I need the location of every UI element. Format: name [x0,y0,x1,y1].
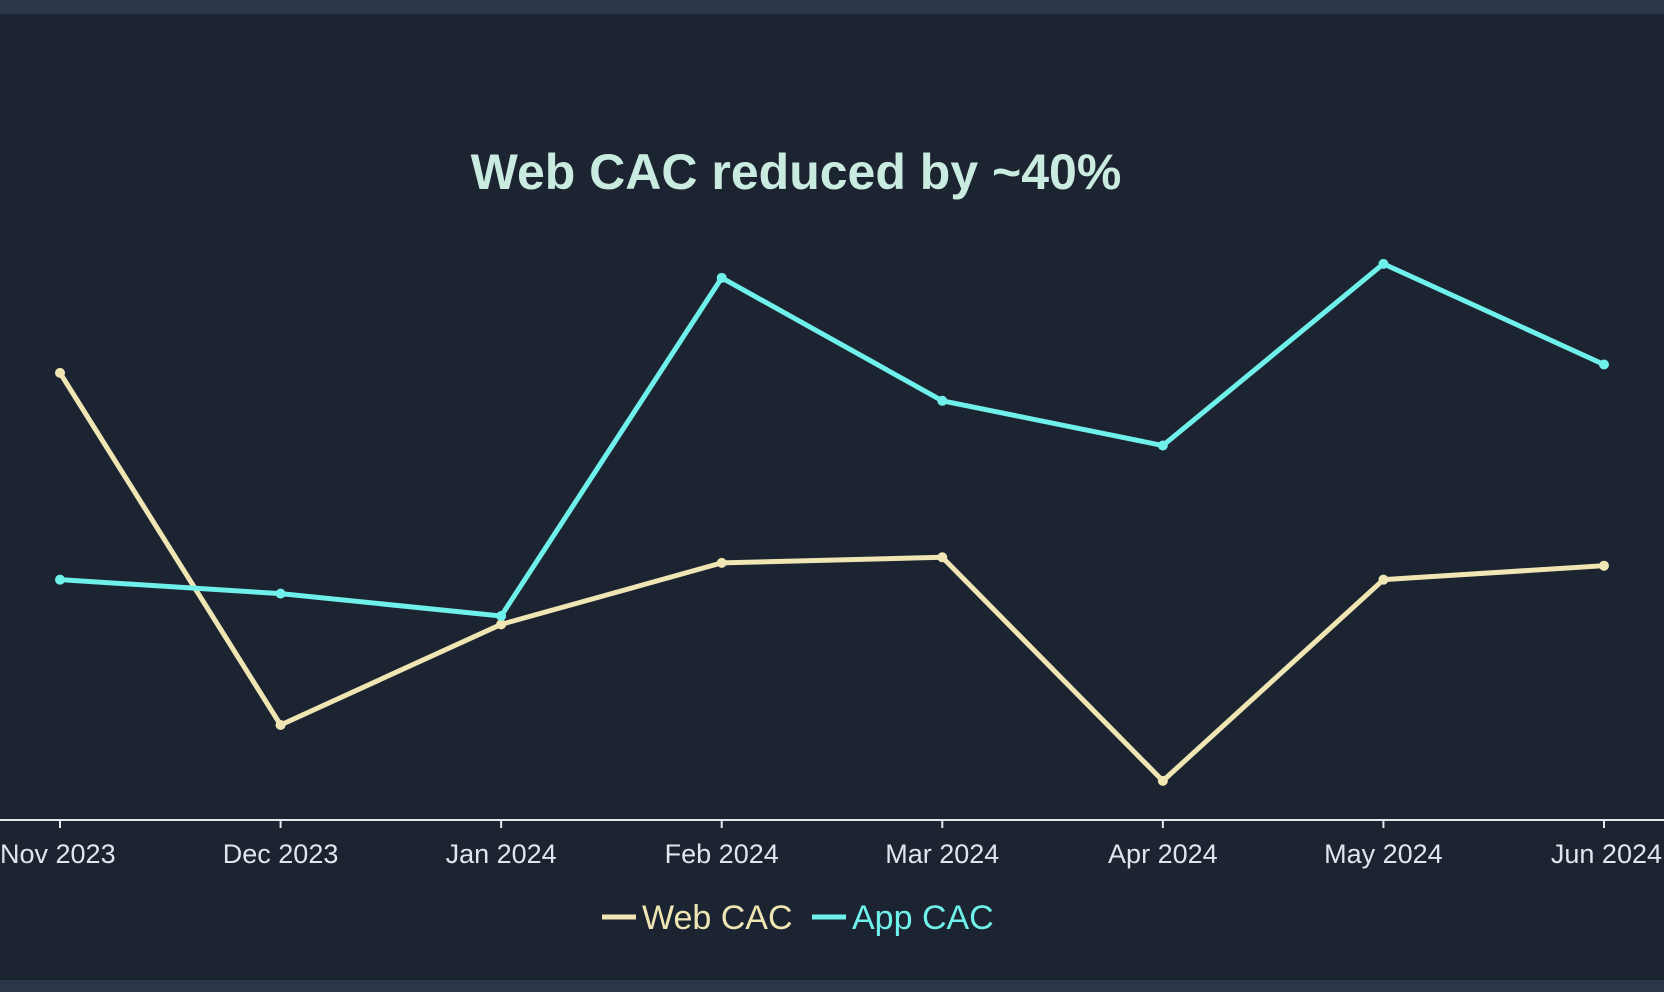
x-tick-label: Nov 2023 [0,839,116,869]
web-cac-point [1378,574,1389,585]
app-cac-point [496,610,507,621]
app-cac-point [1599,359,1609,370]
web-cac-point [55,367,65,378]
x-axis-ticks: Nov 2023 Dec 2023 Jan 2024 Feb 2024 Mar 2024… [0,820,1662,869]
x-tick-label: Feb 2024 [665,839,779,869]
web-cac-point [1599,560,1609,571]
app-cac-point [1378,258,1389,269]
x-tick-label: Apr 2024 [1108,839,1218,869]
web-cac-point [716,557,727,568]
x-tick-label: Dec 2023 [223,839,339,869]
web-cac-point [275,719,286,730]
web-cac-line [57,370,1607,784]
chart-title: Web CAC reduced by ~40% [471,144,1122,200]
line-chart: Web CAC reduced by ~40% Nov 2023 Dec 2023… [0,144,1664,937]
x-tick-label: May 2024 [1324,839,1443,869]
app-cac-point [1157,440,1168,451]
app-cac-point [716,272,727,283]
web-cac-point [496,619,507,630]
legend: Web CAC App CAC [602,899,994,937]
x-tick-label: Mar 2024 [885,839,999,869]
x-tick-label: Jan 2024 [446,839,557,869]
app-cac-legend-label: App CAC [852,899,994,937]
app-cac-point [55,574,65,585]
app-cac-line [57,261,1607,619]
app-cac-point [275,588,286,599]
chart-panel: Web CAC reduced by ~40% Nov 2023 Dec 2023… [0,14,1664,980]
app-cac-point [937,395,948,406]
web-cac-point [1157,775,1168,786]
x-tick-label: Jun 2024 [1551,839,1662,869]
web-cac-legend-label: Web CAC [642,899,793,937]
web-cac-point [937,552,948,563]
series-layer [55,258,1609,786]
